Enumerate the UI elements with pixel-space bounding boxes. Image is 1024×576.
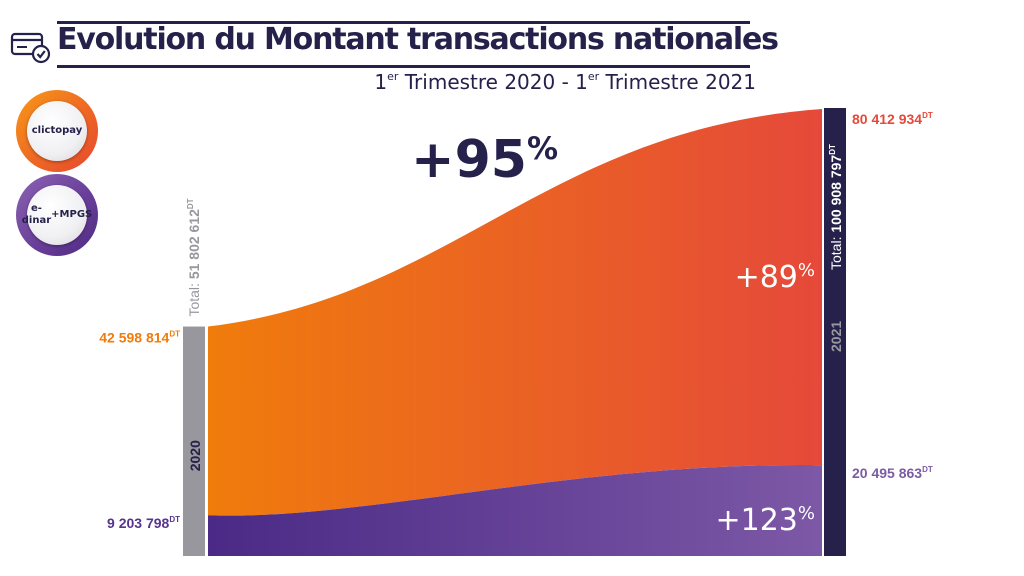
total-bar-2020 (183, 326, 205, 556)
value-label-clictopay-2021: 80 412 934DT (852, 111, 933, 127)
period-label-2020: 2020 (187, 440, 203, 471)
period-label-2021: 2021 (828, 321, 844, 352)
card-check-icon (10, 32, 51, 64)
value-label-edinar-2020: 9 203 798DT (107, 515, 180, 531)
total-label-2020: Total: 51 802 612DT (186, 198, 202, 316)
value-label-clictopay-2020: 42 598 814DT (99, 330, 180, 346)
edinar-area (208, 465, 822, 556)
growth-edinar: +123% (715, 503, 815, 538)
clictopay-area (208, 109, 822, 516)
chart-title: Evolution du Montant transactions nation… (57, 22, 779, 57)
legend-edinar-badge: e-dinar +MPGS (16, 174, 98, 256)
title-top-rule (57, 21, 750, 24)
value-label-edinar-2021: 20 495 863DT (852, 465, 933, 481)
legend-clictopay-label: clictopay (27, 101, 87, 161)
chart-subtitle: 1er Trimestre 2020 - 1er Trimestre 2021 (374, 70, 756, 94)
total-label-2021: Total: 100 908 797DT (828, 144, 844, 270)
legend-clictopay-badge: clictopay (16, 90, 98, 172)
growth-total: +95% (411, 130, 558, 190)
growth-clictopay: +89% (735, 260, 815, 295)
legend-edinar-label: e-dinar +MPGS (22, 185, 92, 245)
title-bottom-rule (57, 65, 750, 68)
total-bar-2021 (824, 108, 846, 556)
